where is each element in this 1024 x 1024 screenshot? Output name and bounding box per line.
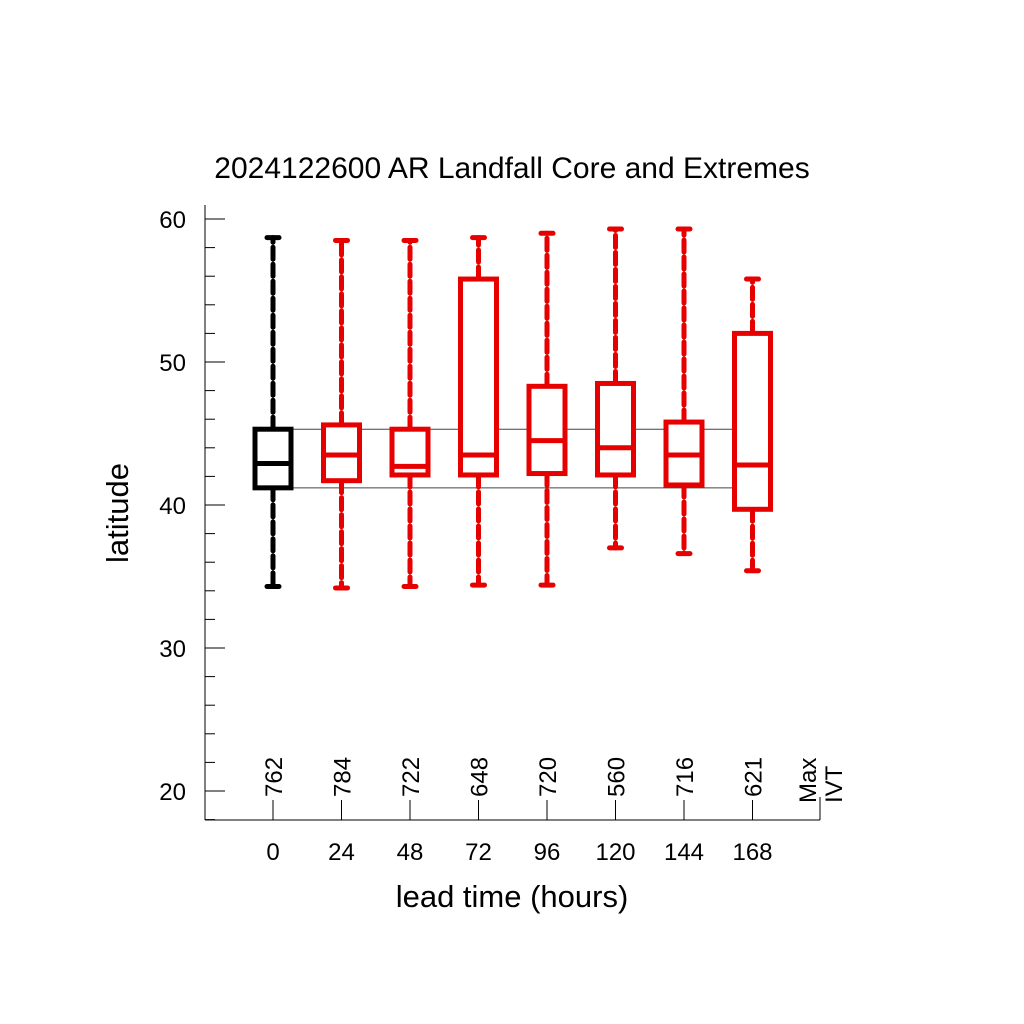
box-group [321, 237, 362, 591]
y-tick-label: 40 [159, 493, 186, 520]
x-tick-label: 168 [732, 839, 772, 866]
sample-count-label: 716 [672, 757, 699, 797]
y-tick-label: 50 [159, 350, 186, 377]
box-group [458, 235, 499, 588]
box-iqr [732, 330, 773, 512]
box-group [732, 276, 773, 574]
sample-count-label: 722 [398, 757, 425, 797]
max-ivt-label-line: IVT [821, 765, 848, 803]
box-group [526, 230, 568, 588]
box-series [252, 226, 773, 591]
sample-count-label: 784 [330, 757, 357, 797]
x-tick-label: 0 [266, 839, 279, 866]
sample-count-label: 560 [604, 757, 631, 797]
x-axis-title: lead time (hours) [396, 879, 629, 914]
x-tick-label: 24 [328, 839, 355, 866]
x-tick-label: 144 [664, 839, 704, 866]
max-ivt-label-line: Max [795, 758, 822, 803]
max-ivt-label: MaxIVT [795, 758, 848, 803]
x-tick-label: 96 [534, 839, 561, 866]
y-tick-label: 60 [159, 207, 186, 234]
y-tick-label: 20 [159, 779, 186, 806]
x-tick-label: 72 [465, 839, 492, 866]
box-iqr [252, 426, 294, 491]
box-group [389, 237, 431, 590]
box-iqr [458, 276, 499, 478]
sample-count-label: 648 [467, 757, 494, 797]
chart-axes: 20 30 40 50 60 0 24 48 72 96 120 144 168 [159, 205, 821, 866]
box-group [595, 226, 636, 551]
box-group [663, 226, 705, 557]
sample-count-label: 720 [535, 757, 562, 797]
y-axis-title: latitude [100, 463, 135, 563]
sample-counts: 762 784 722 648 720 560 716 621 MaxIVT [261, 757, 848, 803]
box-group [252, 235, 294, 590]
y-tick-label: 30 [159, 636, 186, 663]
x-tick-label: 48 [397, 839, 424, 866]
chart-title: 2024122600 AR Landfall Core and Extremes [214, 152, 809, 185]
sample-count-label: 762 [261, 757, 288, 797]
sample-count-label: 621 [741, 757, 768, 797]
box-iqr [526, 383, 568, 477]
box-iqr [595, 380, 636, 478]
x-tick-label: 120 [595, 839, 635, 866]
